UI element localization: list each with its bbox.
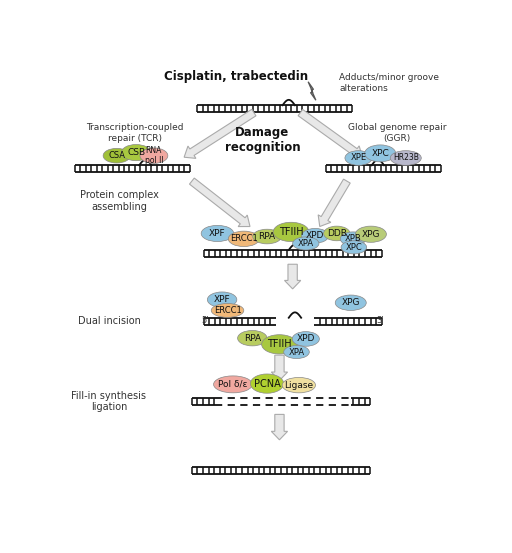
Ellipse shape <box>121 144 151 161</box>
Ellipse shape <box>341 241 367 254</box>
Text: PCNA: PCNA <box>253 379 281 389</box>
Ellipse shape <box>214 376 252 393</box>
Text: XPC: XPC <box>371 149 389 158</box>
Text: XPB: XPB <box>345 234 361 243</box>
Text: 5': 5' <box>201 316 209 325</box>
Ellipse shape <box>262 335 297 354</box>
FancyArrow shape <box>271 414 288 440</box>
Text: TFIIH: TFIIH <box>267 340 292 349</box>
Ellipse shape <box>228 231 259 247</box>
Text: Pol δ/ε: Pol δ/ε <box>218 380 248 389</box>
Text: DDB: DDB <box>327 229 347 238</box>
Text: XPD: XPD <box>306 231 324 240</box>
Text: XPG: XPG <box>361 229 380 239</box>
Text: Cisplatin, trabectedin: Cisplatin, trabectedin <box>164 70 308 83</box>
Ellipse shape <box>284 346 309 358</box>
Text: Dual incision: Dual incision <box>77 316 140 326</box>
Ellipse shape <box>390 150 421 165</box>
Ellipse shape <box>201 226 233 242</box>
Text: XPF: XPF <box>209 229 226 238</box>
Text: TFIIH: TFIIH <box>279 227 304 237</box>
Ellipse shape <box>238 331 267 346</box>
Text: CSB: CSB <box>127 148 145 157</box>
FancyArrow shape <box>189 178 250 227</box>
Text: XPD: XPD <box>296 335 315 343</box>
Text: 3': 3' <box>376 316 384 325</box>
Ellipse shape <box>250 374 284 393</box>
Ellipse shape <box>292 332 319 346</box>
Ellipse shape <box>103 148 130 163</box>
Text: Adducts/minor groove
alterations: Adducts/minor groove alterations <box>339 74 439 93</box>
Ellipse shape <box>211 304 244 317</box>
Ellipse shape <box>253 229 282 244</box>
Text: CSA: CSA <box>108 151 125 160</box>
Text: RPA: RPA <box>259 232 275 241</box>
Text: ERCC1: ERCC1 <box>214 306 241 315</box>
Polygon shape <box>308 82 316 100</box>
Text: Fill-in synthesis
ligation: Fill-in synthesis ligation <box>72 390 146 412</box>
Ellipse shape <box>365 145 396 162</box>
Ellipse shape <box>293 237 319 250</box>
FancyArrow shape <box>184 109 256 158</box>
Ellipse shape <box>207 292 237 307</box>
Text: XPG: XPG <box>342 298 360 307</box>
Text: XPF: XPF <box>214 295 230 304</box>
FancyArrow shape <box>285 264 301 289</box>
Ellipse shape <box>282 378 315 393</box>
Ellipse shape <box>355 226 387 242</box>
Ellipse shape <box>324 226 350 241</box>
Ellipse shape <box>302 228 329 243</box>
Text: Ligase: Ligase <box>284 380 313 390</box>
Text: Transcription-coupled
repair (TCR): Transcription-coupled repair (TCR) <box>87 123 184 143</box>
Ellipse shape <box>335 295 366 310</box>
Text: XPE: XPE <box>350 154 367 163</box>
Text: XPA: XPA <box>298 239 314 248</box>
Text: XPA: XPA <box>288 347 305 357</box>
FancyArrow shape <box>318 179 350 227</box>
Text: HR23B: HR23B <box>393 154 419 163</box>
Ellipse shape <box>273 222 309 242</box>
Ellipse shape <box>340 232 366 246</box>
FancyArrow shape <box>271 355 288 380</box>
Text: RNA
pol II: RNA pol II <box>144 146 163 165</box>
FancyArrow shape <box>298 109 362 158</box>
Text: Global genome repair
(GGR): Global genome repair (GGR) <box>348 123 446 143</box>
Ellipse shape <box>345 150 372 165</box>
Text: RPA: RPA <box>244 333 261 343</box>
Text: ERCC1: ERCC1 <box>230 234 258 243</box>
Text: XPC: XPC <box>346 243 362 252</box>
Ellipse shape <box>140 148 168 163</box>
Text: Damage
recognition: Damage recognition <box>225 126 300 154</box>
Text: Protein complex
assembling: Protein complex assembling <box>80 190 159 212</box>
